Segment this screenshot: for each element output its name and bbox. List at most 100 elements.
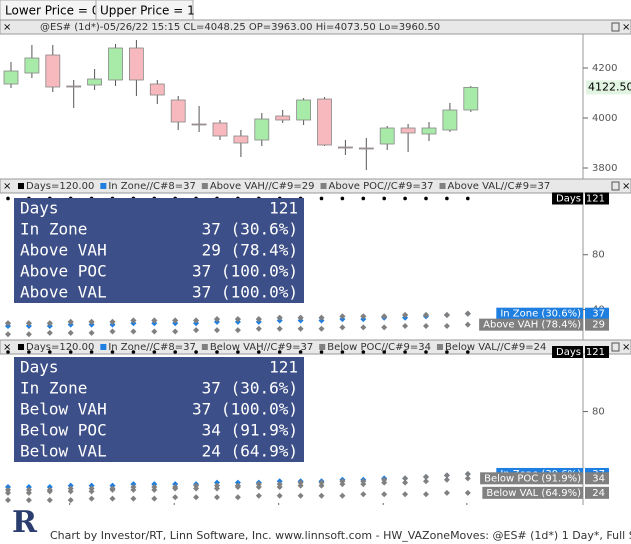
dot [6,350,10,354]
legend-label: Days=120.00 [26,342,94,353]
dot [402,323,409,330]
panel-header [0,339,631,355]
candle-body [66,85,82,88]
dot [443,312,450,319]
dot [131,350,136,354]
legend-swatch [100,344,107,350]
dot [25,331,32,338]
series-value: 121 [586,347,605,358]
dot [423,478,429,485]
candle-body [108,47,123,81]
dot [381,313,388,320]
candle-body [170,99,186,123]
last-price-tag [586,80,631,95]
dot [5,497,11,504]
dot [381,491,388,498]
dot [110,350,115,354]
legend-label: Above VAH//C#9=29 [210,181,315,192]
series-value-bg [585,486,609,499]
dot [25,489,32,496]
logo: R [8,505,38,540]
dot [46,497,53,504]
dot [255,492,262,499]
logo-letter: R [12,505,38,540]
dot [214,316,220,323]
button-label[interactable]: Upper Price = 1 [100,4,195,18]
dot [423,312,429,319]
footer-text: Chart by Investor/RT, Linn Software, Inc… [50,529,631,542]
dot [297,492,304,499]
dot [234,484,241,491]
dot [109,328,116,335]
dot [130,486,137,493]
stats-label: Below VAL [20,442,107,461]
legend-label: Above POC//C#9=37 [329,181,434,192]
legend-label: Above VAL//C#9=37 [448,181,551,192]
stats-value: 29 (78.4%) [202,241,298,260]
legend-swatch [18,183,24,189]
dot [255,325,262,332]
stats-label: Below POC [20,421,107,440]
dot [361,350,366,354]
dot [403,350,407,354]
dot [339,313,346,320]
stats-label: Days [20,199,59,218]
series-value: 37 [592,309,605,320]
stats-value: 37 (100.0%) [192,283,298,302]
dot [130,317,137,324]
dot [255,316,262,323]
dot [234,494,241,501]
series-tag: Days [556,347,581,358]
legend-swatch [18,344,24,350]
dot [443,476,450,483]
dot [214,494,220,501]
dot [339,492,346,499]
dot [382,196,387,201]
button-label[interactable]: Lower Price = 0 [5,4,99,18]
stats-label: Above VAH [20,241,107,260]
y-tick-label: 3800 [592,163,617,174]
dot [88,495,95,502]
dot [88,318,95,325]
series-value-bg [585,192,609,205]
dot [402,475,409,482]
dot [234,327,241,334]
dot [445,350,449,354]
dot [172,485,179,492]
dot [193,494,200,501]
dot [318,492,325,499]
dot [88,329,95,336]
candle-body [149,83,165,96]
candle-body [337,146,353,149]
dot [151,495,158,502]
series-tag-bg [552,192,583,205]
series-tag-bg [480,472,583,485]
panel-header [0,19,631,35]
dot [360,481,367,488]
dot [402,312,409,319]
legend-label: Below POC//C#9=34 [327,342,431,353]
dot [360,491,367,498]
dot [423,473,429,480]
candle-body [24,57,40,74]
series-tag: Above VAH (78.4%) [483,320,581,331]
dot [381,324,388,331]
series-tag: In Zone (30.6%) [500,309,581,320]
dot [109,495,116,502]
dot [193,485,200,492]
dot [276,325,283,332]
stats-label: Below VAH [20,400,107,419]
dot [464,310,471,317]
dot [234,316,241,323]
dot [276,484,283,491]
dot [318,314,325,321]
dot [27,350,31,354]
dot [67,329,74,336]
close-icon: × [3,342,11,353]
dot [46,320,53,327]
dot [464,489,471,496]
dot [277,350,282,354]
series-tag-bg [552,346,583,358]
candle-body [212,122,228,137]
dot [423,491,429,498]
